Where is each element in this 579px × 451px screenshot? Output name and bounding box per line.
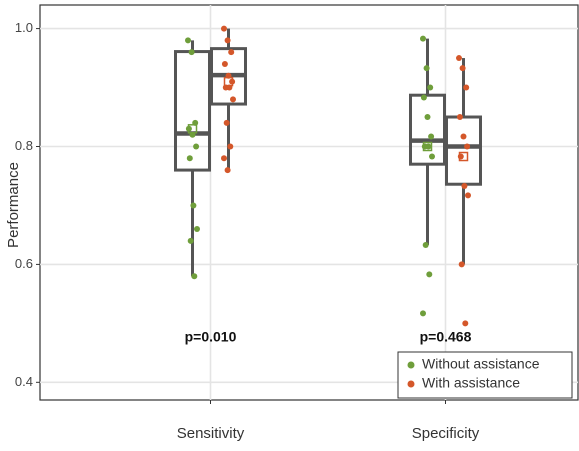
point — [460, 133, 467, 140]
legend: Without assistance With assistance — [397, 351, 573, 399]
box — [409, 93, 446, 166]
panel — [39, 4, 579, 401]
point — [227, 143, 234, 150]
point — [221, 155, 227, 162]
point — [427, 84, 434, 91]
point — [193, 143, 200, 150]
point — [230, 96, 236, 103]
point — [465, 192, 471, 199]
point — [456, 55, 462, 62]
point — [187, 237, 194, 244]
point — [188, 49, 195, 56]
y-tick-label: 0.4 — [15, 374, 33, 389]
point — [420, 94, 427, 101]
annotation: p=0.468 — [420, 329, 472, 345]
point — [425, 143, 432, 150]
x-tick-label: Sensitivity — [177, 425, 245, 442]
point — [422, 241, 429, 248]
point — [462, 320, 469, 327]
mean — [223, 76, 234, 87]
x-tick-label: Specificity — [412, 425, 480, 442]
point — [456, 114, 463, 121]
point — [224, 37, 231, 44]
legend-marker — [407, 380, 415, 388]
point — [458, 261, 465, 268]
mean — [458, 151, 469, 162]
point — [428, 133, 435, 140]
point — [224, 167, 231, 174]
mean — [187, 124, 198, 134]
legend-label: Without assistance — [422, 356, 540, 372]
plot — [174, 25, 482, 327]
point — [186, 155, 193, 162]
legend-box — [397, 351, 573, 399]
point — [185, 37, 191, 44]
annotation: p=0.010 — [185, 329, 237, 345]
y-tick-label: 1.0 — [15, 20, 33, 35]
point — [223, 119, 230, 126]
legend-marker — [407, 361, 415, 369]
point — [464, 143, 471, 150]
point — [423, 65, 430, 72]
y-tick-label: 0.8 — [15, 138, 33, 153]
point — [228, 49, 235, 56]
point — [191, 273, 198, 280]
point — [459, 65, 466, 72]
point — [426, 271, 433, 278]
point — [190, 202, 197, 209]
y-tick-label: 0.6 — [15, 256, 33, 271]
mean — [422, 141, 433, 152]
point — [194, 226, 200, 233]
legend-label: With assistance — [422, 375, 520, 391]
point — [420, 35, 426, 42]
point — [424, 114, 431, 121]
point — [463, 84, 470, 91]
point — [221, 60, 228, 67]
y-axis-label: Performance — [5, 162, 22, 248]
point — [221, 25, 227, 32]
point — [461, 182, 468, 189]
point — [429, 153, 435, 160]
point — [420, 310, 426, 317]
point — [457, 153, 464, 160]
